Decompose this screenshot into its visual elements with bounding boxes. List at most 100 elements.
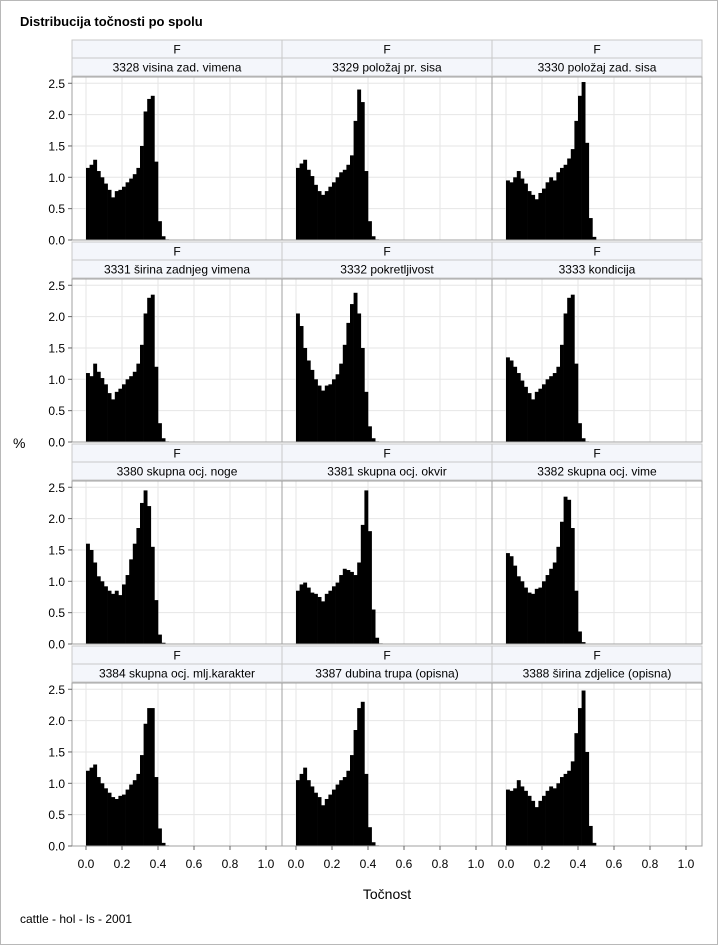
histogram-bar <box>93 363 98 442</box>
histogram-bar <box>516 780 521 846</box>
panel-border <box>491 278 703 443</box>
histogram-bar <box>158 423 162 442</box>
histogram-bar <box>516 576 521 644</box>
histogram-bar <box>506 553 510 644</box>
panel-group-label: F <box>173 43 180 57</box>
histogram-bar <box>339 363 344 442</box>
histogram-bar <box>534 391 539 442</box>
histogram-bar <box>350 755 354 846</box>
histogram-bar <box>147 98 152 240</box>
histogram-bar <box>86 543 90 644</box>
histogram-bar <box>132 780 137 846</box>
histogram-bar <box>306 169 311 240</box>
histogram-bar <box>513 565 518 644</box>
histogram-bar <box>321 194 326 240</box>
y-tick-label: 0.0 <box>48 436 65 450</box>
histogram-bar <box>545 182 550 240</box>
histogram-bar <box>150 708 155 846</box>
histogram-bar <box>585 142 590 240</box>
panel-group-label: F <box>173 649 180 663</box>
histogram-bar <box>93 562 98 644</box>
histogram-bar <box>158 221 162 240</box>
y-tick-label: 2.0 <box>48 512 65 526</box>
histogram-bar <box>310 369 315 442</box>
histogram-bar <box>531 800 536 846</box>
histogram-bar <box>125 379 130 442</box>
histogram-bar <box>520 786 525 846</box>
histogram-bar <box>560 521 564 644</box>
histogram-bar <box>364 773 369 846</box>
histogram-bar <box>567 297 572 442</box>
histogram-bar <box>332 789 336 846</box>
histogram-bar <box>118 795 123 846</box>
histogram-bar <box>100 177 105 240</box>
x-tick-label: 0.4 <box>150 857 167 871</box>
histogram-bar <box>371 842 376 846</box>
histogram-bar <box>549 376 554 442</box>
histogram-bar <box>122 186 126 240</box>
histogram-bar <box>552 562 557 644</box>
histogram-bar <box>310 786 315 846</box>
histogram-bar <box>524 790 528 846</box>
histogram-bar <box>531 593 536 644</box>
histogram-bar <box>534 199 539 240</box>
panel-title: 3381 skupna ocj. okvir <box>327 465 446 479</box>
y-tick-label: 0.0 <box>48 638 65 652</box>
histogram-bar <box>122 794 126 846</box>
histogram-bar <box>324 385 329 442</box>
histogram-bar <box>306 360 311 442</box>
histogram-bar <box>107 792 112 846</box>
histogram-bar <box>321 390 326 442</box>
histogram-bar <box>122 384 126 442</box>
histogram-bar <box>538 192 543 240</box>
histogram-bar <box>93 764 98 846</box>
histogram-bar <box>96 371 101 442</box>
histogram-bar <box>342 344 347 442</box>
histogram-bar <box>578 95 582 240</box>
histogram-bar <box>296 167 300 240</box>
histogram-bar <box>317 385 322 442</box>
y-tick-label: 2.5 <box>48 77 65 91</box>
histogram-bar <box>368 426 372 442</box>
histogram-bar <box>560 167 564 240</box>
histogram-bar <box>89 376 94 442</box>
histogram-bar <box>317 797 322 846</box>
histogram-bar <box>581 438 586 442</box>
histogram-bar <box>303 347 308 442</box>
histogram-bar <box>154 777 159 846</box>
panel-title-header <box>491 461 703 481</box>
x-tick-label: 0.6 <box>186 857 203 871</box>
histogram-bar <box>531 194 536 240</box>
y-tick-label: 1.0 <box>48 373 65 387</box>
x-tick-label: 0.2 <box>534 857 551 871</box>
histogram-bar <box>100 378 105 442</box>
histogram-bar <box>570 294 575 442</box>
histogram-bar <box>581 82 586 240</box>
histogram-bar <box>506 357 510 442</box>
histogram-bar <box>538 587 543 644</box>
panel-title: 3380 skupna ocj. noge <box>117 465 238 479</box>
y-tick-label: 0.5 <box>48 808 65 822</box>
histogram-bar <box>314 593 318 644</box>
histogram-bar <box>506 789 510 846</box>
histogram-bar <box>140 344 144 442</box>
histogram-bar <box>317 191 322 240</box>
x-tick-label: 0.2 <box>324 857 341 871</box>
histogram-bar <box>328 590 333 644</box>
histogram-bar <box>299 326 304 442</box>
histogram-bar <box>371 609 376 644</box>
histogram-bar <box>368 531 372 644</box>
histogram-bar <box>592 842 597 846</box>
panel-title-header <box>491 259 703 279</box>
panel-group-label: F <box>383 245 390 259</box>
histogram-bar <box>332 379 336 442</box>
histogram-bar <box>86 167 90 240</box>
histogram-bar <box>107 590 112 644</box>
histogram-bar <box>324 191 329 240</box>
histogram-bar <box>346 770 351 846</box>
histogram-bar <box>328 794 333 846</box>
histogram-bar <box>321 601 326 644</box>
histogram-bar <box>296 590 300 644</box>
histogram-bar <box>140 502 144 644</box>
